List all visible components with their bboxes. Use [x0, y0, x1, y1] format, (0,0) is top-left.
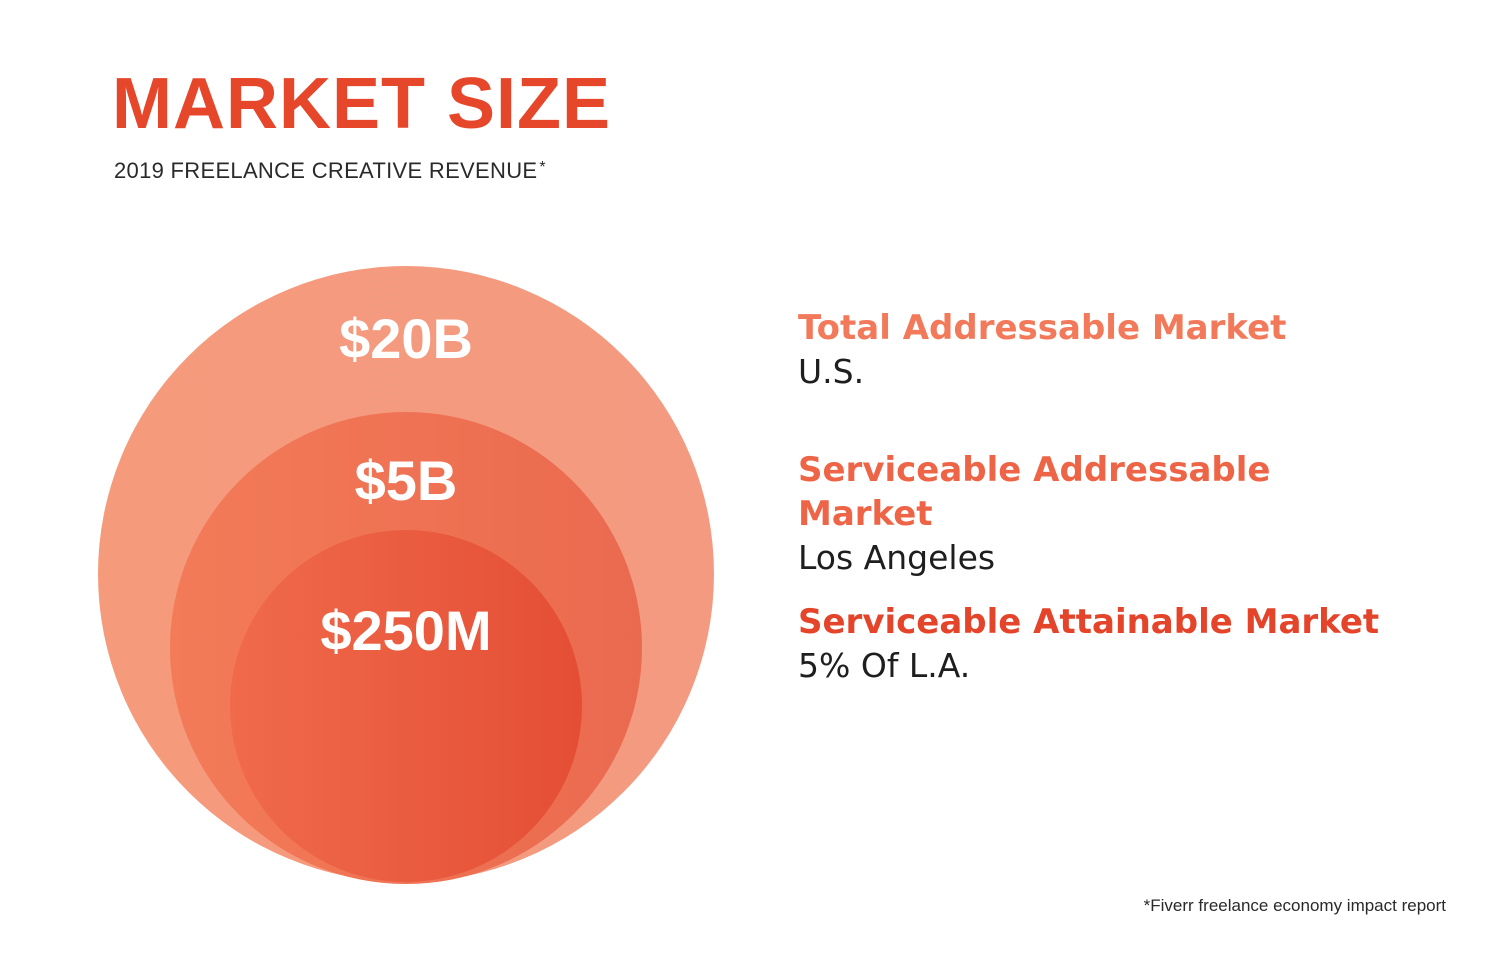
legend-sam-desc: Los Angeles — [798, 538, 996, 577]
subtitle-footnote-mark: * — [539, 159, 546, 176]
source-footnote: *Fiverr freelance economy impact report — [1143, 896, 1446, 915]
som-value-label: $250M — [320, 599, 491, 662]
legend-sam-heading: Serviceable Addressable Market — [798, 450, 1271, 534]
legend-som-heading: Serviceable Attainable Market — [798, 602, 1380, 642]
subtitle-text: 2019 FREELANCE CREATIVE REVENUE — [114, 158, 538, 183]
page-title: MARKET SIZE — [112, 64, 612, 144]
som-circle — [230, 530, 582, 882]
sam-value-label: $5B — [355, 449, 458, 512]
page-subtitle: 2019 FREELANCE CREATIVE REVENUE * — [114, 158, 546, 184]
legend-som-desc: 5% Of L.A. — [798, 646, 971, 685]
legend-sam: Serviceable Addressable Market Los Angel… — [798, 448, 1358, 580]
legend-tam-heading: Total Addressable Market — [798, 308, 1287, 348]
tam-value-label: $20B — [339, 307, 473, 370]
legend-tam: Total Addressable Market U.S. — [798, 306, 1286, 394]
market-size-circles: $20B $5B $250M — [98, 266, 714, 884]
legend-tam-desc: U.S. — [798, 352, 865, 391]
legend-som: Serviceable Attainable Market 5% Of L.A. — [798, 600, 1379, 688]
